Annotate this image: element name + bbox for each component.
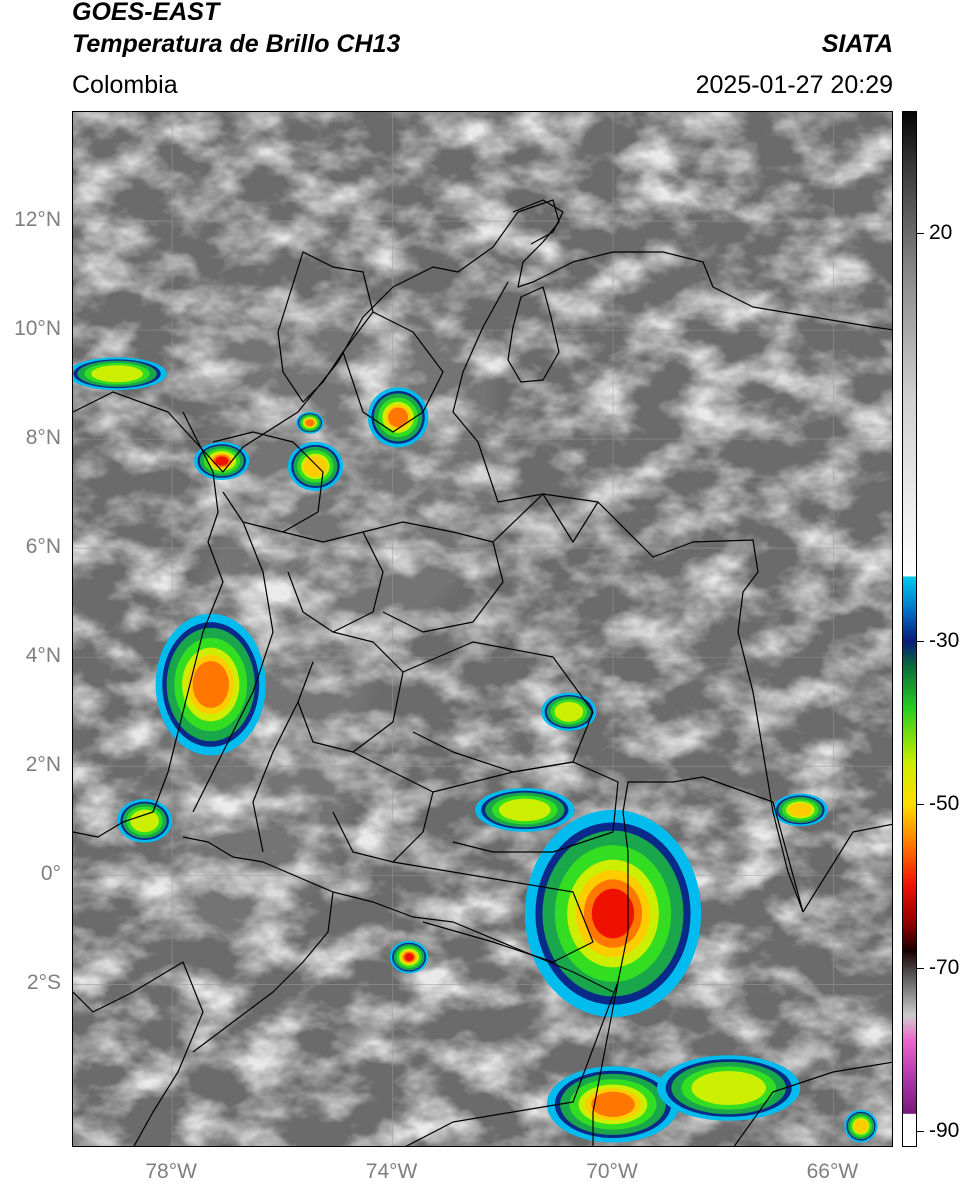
brazil-south-border (733, 1061, 892, 1146)
colombia-brazil-border (592, 776, 804, 1146)
storm-cell (772, 793, 828, 827)
region-label: Colombia (72, 71, 178, 99)
storm-cells (73, 357, 878, 1143)
lon-tick-label: 78°W (145, 1160, 197, 1183)
storm-ring (499, 798, 551, 822)
satellite-map[interactable] (72, 111, 893, 1147)
colorbar-tick (917, 233, 924, 235)
colorbar-tick-label: -70 (929, 955, 960, 979)
dept-9 (432, 761, 619, 853)
colorbar (902, 111, 917, 1147)
storm-ring (404, 953, 414, 962)
storm-cell (287, 441, 343, 491)
storm-cell (541, 692, 597, 731)
lon-tick-label: 74°W (365, 1160, 418, 1183)
colorbar-tick (917, 1130, 924, 1132)
storm-cell (155, 613, 266, 756)
map-canvas (73, 112, 892, 1146)
storm-cell (844, 1109, 878, 1143)
lat-tick-label: 12°N (14, 208, 61, 232)
storm-ring (388, 407, 409, 428)
storm-ring (591, 888, 635, 939)
colorbar-tick (917, 804, 924, 806)
venezuela-brazil-border (802, 823, 892, 913)
storm-ring (215, 456, 229, 466)
peru-coast (73, 961, 204, 1146)
dept-12 (252, 701, 299, 853)
guajira-peninsula (512, 199, 564, 245)
lon-tick-label: 70°W (586, 1160, 638, 1183)
colombia-venezuela-border (452, 281, 804, 913)
lat-tick-label: 6°N (25, 535, 61, 559)
caribbean-coastline (73, 199, 892, 473)
product-title: Temperatura de Brillo CH13 (72, 30, 401, 58)
dept-11 (192, 521, 274, 813)
storm-cell (73, 357, 167, 391)
lat-tick-label: 10°N (14, 317, 61, 341)
timestamp-label: 2025-01-27 20:29 (695, 71, 893, 99)
storm-cell (546, 1066, 680, 1143)
colorbar-tick-label: 20 (929, 221, 953, 245)
satellite-title: GOES-EAST (72, 0, 220, 26)
storm-ring (192, 661, 229, 708)
storm-cell (475, 788, 575, 832)
colorbar-tick-label: -90 (929, 1118, 960, 1142)
lake-maracaibo (507, 286, 560, 383)
lat-tick-label: 4°N (25, 644, 61, 668)
dept-6 (297, 631, 404, 753)
dept-7 (402, 641, 594, 773)
colorbar-tick (917, 967, 924, 969)
colorbar-tick (917, 641, 924, 643)
colorbar-tick-label: -50 (929, 792, 960, 816)
storm-ring (303, 456, 328, 477)
storm-ring (853, 1119, 868, 1134)
colombia-peru-border (297, 876, 614, 993)
peru-brazil-border (405, 981, 619, 1146)
storm-ring (691, 1071, 766, 1106)
storm-cell (367, 387, 429, 448)
dept-4 (282, 531, 384, 633)
storm-cell (524, 809, 702, 1018)
storm-cell (296, 411, 324, 434)
dept-5 (362, 521, 504, 633)
storm-cell (389, 940, 429, 974)
lat-tick-label: 2°N (25, 753, 61, 777)
storm-ring (305, 419, 315, 427)
storm-ring (554, 701, 584, 722)
brand-label: SIATA (821, 30, 893, 58)
pacific-coastline (73, 411, 224, 838)
storm-cell (194, 441, 250, 481)
ecuador-peru-border (192, 891, 334, 1053)
storm-ring (91, 365, 143, 383)
dept-10 (392, 861, 594, 963)
lat-tick-label: 2°S (26, 971, 61, 995)
storm-cell (117, 799, 173, 843)
dept-1 (277, 251, 374, 403)
dept-2 (342, 311, 444, 433)
lon-tick-label: 66°W (806, 1160, 859, 1183)
storm-cell (657, 1055, 801, 1121)
lat-tick-label: 8°N (25, 426, 61, 450)
political-borders (73, 199, 892, 1146)
storm-ring (130, 809, 159, 833)
dept-13 (492, 493, 599, 543)
colorbar-tick-label: -30 (929, 629, 960, 653)
storm-ring (788, 803, 812, 817)
lat-tick-label: 0° (40, 862, 61, 886)
colombia-ecuador-border (182, 836, 299, 878)
storm-ring (591, 1091, 635, 1117)
dept-8 (332, 751, 434, 863)
dept-3 (212, 431, 324, 533)
